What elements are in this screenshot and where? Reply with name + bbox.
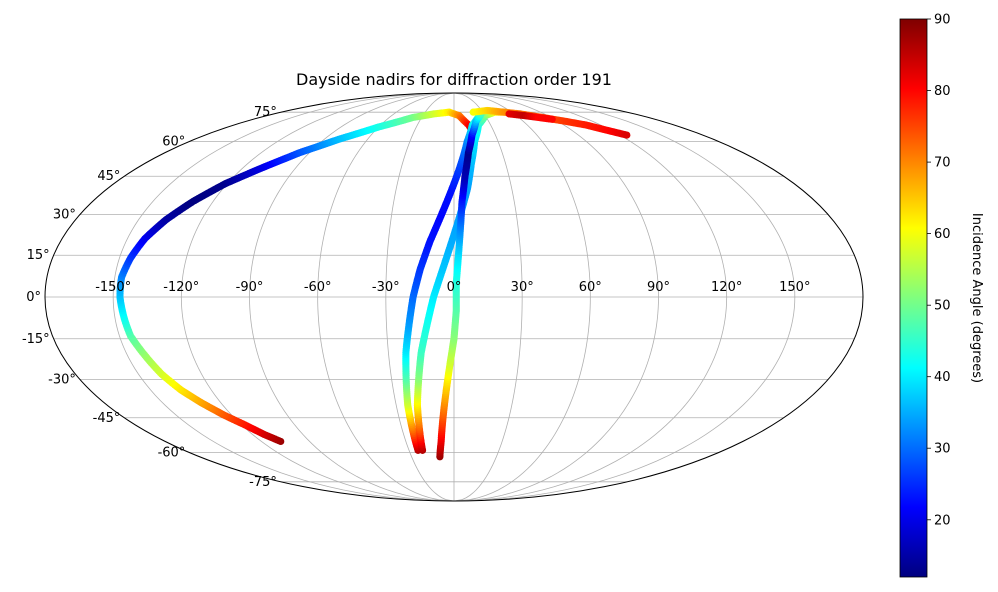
colorbar-ticks: 20 30 40 50 60 70 80 90: [927, 13, 951, 528]
meridian-line: [317, 92, 455, 502]
lon-tick-label: 120°: [711, 280, 742, 295]
lon-tick-label: -90°: [236, 280, 264, 295]
lat-tick-label: -60°: [158, 446, 186, 461]
lat-tick-label: 15°: [27, 248, 50, 263]
colorbar-tick-label: 70: [934, 156, 951, 171]
longitude-tick-labels: -150° -120° -90° -60° -30° 0° 30° 60° 90° 120° 150…: [95, 280, 810, 295]
lon-tick-label: 90°: [647, 280, 670, 295]
lat-tick-label: 0°: [26, 290, 41, 305]
colorbar-tick-label: 60: [934, 227, 951, 242]
colorbar-tick-label: 50: [934, 299, 951, 314]
meridian-line: [453, 92, 659, 502]
lat-tick-label: 30°: [53, 208, 76, 223]
colorbar: 20 30 40 50 60 70 80 90 Incidence Angle (degree…: [899, 13, 984, 578]
colorbar-gradient: [899, 18, 928, 578]
lat-tick-label: -75°: [249, 475, 277, 490]
lon-tick-label: -30°: [372, 280, 400, 295]
lat-tick-label: 60°: [162, 135, 185, 150]
chart-title: Dayside nadirs for diffraction order 191: [296, 70, 612, 89]
data-point: [623, 131, 631, 139]
lat-tick-label: -45°: [93, 411, 121, 426]
lat-tick-label: 75°: [254, 105, 277, 120]
colorbar-tick-label: 20: [934, 513, 951, 528]
colorbar-tick-label: 80: [934, 84, 951, 99]
lon-tick-label: 30°: [511, 280, 534, 295]
meridian-line: [453, 92, 796, 502]
scatter-points: [116, 106, 631, 461]
lon-tick-label: -150°: [95, 280, 131, 295]
lon-tick-label: 150°: [779, 280, 810, 295]
lon-tick-label: -120°: [163, 280, 199, 295]
data-point: [548, 115, 556, 123]
map-boundary: [44, 92, 864, 502]
lon-tick-label: -60°: [304, 280, 332, 295]
lat-tick-label: -15°: [22, 332, 50, 347]
colorbar-tick-label: 30: [934, 442, 951, 457]
latitude-tick-labels: -75° -60° -45° -30° -15° 0° 15° 30° 45° 60° 75°: [22, 105, 277, 490]
colorbar-label: Incidence Angle (degrees): [969, 213, 984, 383]
lon-tick-label: 60°: [579, 280, 602, 295]
meridian-line: [453, 92, 728, 502]
lat-tick-label: 45°: [97, 169, 120, 184]
meridian-line: [385, 92, 455, 502]
meridian-line: [180, 92, 455, 502]
meridian-line: [112, 92, 455, 502]
colorbar-tick-label: 40: [934, 370, 951, 385]
colorbar-tick-label: 90: [934, 13, 951, 28]
lat-tick-label: -30°: [48, 372, 76, 387]
meridian-line: [453, 92, 523, 502]
meridian-line: [453, 92, 591, 502]
lon-tick-label: 0°: [447, 280, 462, 295]
